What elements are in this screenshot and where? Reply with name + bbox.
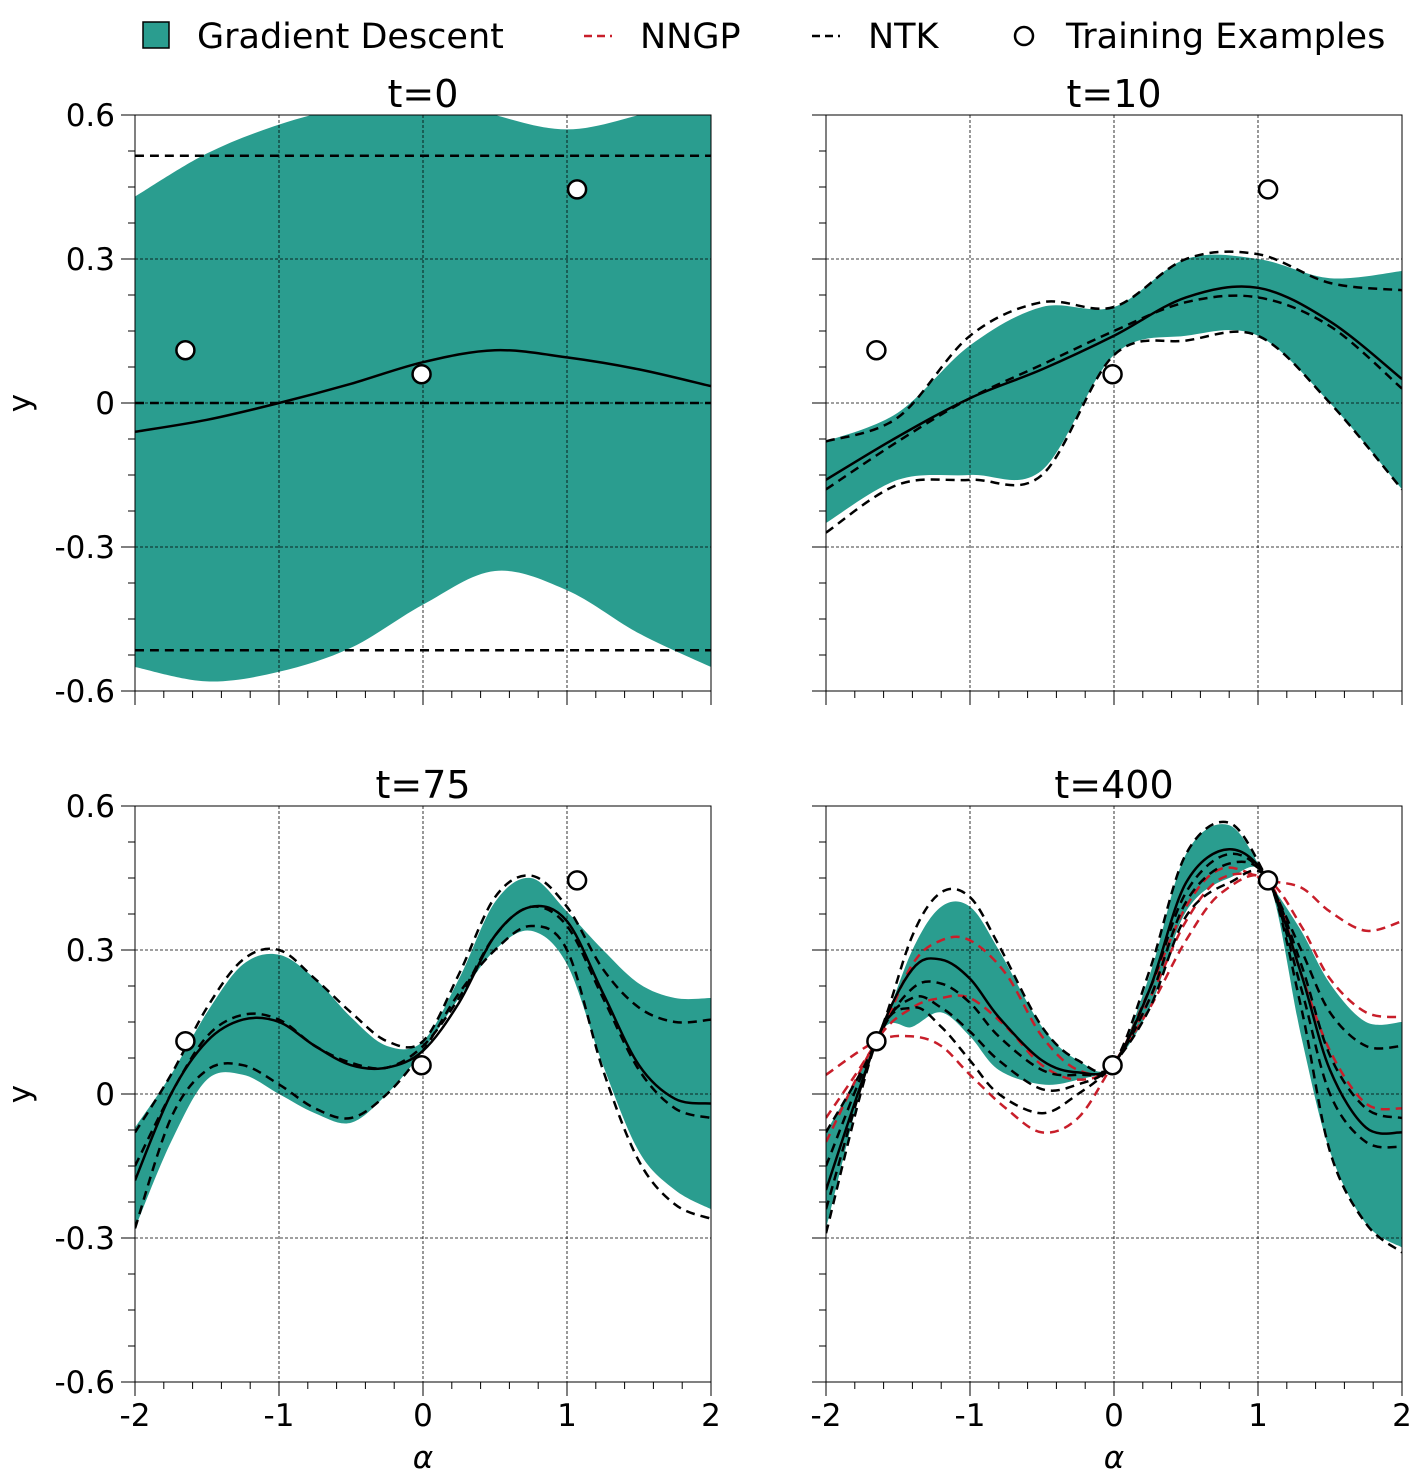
y-axis-label: y (2, 394, 38, 412)
y-tick-label: -0.6 (55, 1365, 116, 1401)
y-tick-label: -0.3 (55, 1221, 116, 1257)
panel-1: -0.6 -0.3 0 0.3 0.6 t=0 y (2, 72, 712, 710)
panel-title: t=75 (375, 763, 470, 807)
panel-4: -2 -1 0 1 2 t=400 α (811, 763, 1412, 1476)
panel-title: t=400 (1054, 763, 1173, 807)
training-point (175, 1030, 196, 1052)
training-point (411, 1054, 432, 1076)
y-tick-label: 0.6 (66, 789, 115, 825)
y-tick-label: 0.3 (66, 242, 115, 278)
nngp-band-line (826, 873, 1402, 1134)
legend-nngp-label: NNGP (640, 17, 741, 57)
training-point (1257, 870, 1279, 891)
x-tick-label: 0 (413, 1398, 433, 1434)
y-tick-label: 0 (95, 386, 115, 422)
gd-mean-line (135, 904, 711, 1181)
x-tick-label: -1 (955, 1398, 986, 1434)
plot-area (826, 115, 1402, 691)
y-tick-label: -0.6 (55, 674, 116, 710)
gd-mean-line (135, 348, 711, 434)
y-axis-label: y (2, 1085, 38, 1103)
panels: -0.6 -0.3 0 0.3 0.6 t=0 y t=10 -2 -1 0 1 2 -0.6 -0.3 0 0… (2, 72, 1412, 1476)
training-point (866, 1030, 887, 1052)
training-point (175, 339, 196, 361)
y-tick-label: 0 (95, 1077, 115, 1113)
training-point (1257, 179, 1279, 200)
panel-title: t=10 (1066, 72, 1161, 116)
ntk-band-line (826, 250, 1402, 443)
panel-title: t=0 (388, 72, 459, 116)
legend-gd-label: Gradient Descent (197, 17, 504, 57)
x-tick-label: 0 (1104, 1398, 1124, 1434)
ntk-band-line (135, 905, 711, 1167)
training-point (1102, 1054, 1123, 1076)
plot-area (826, 806, 1402, 1382)
legend-train-label: Training Examples (1065, 17, 1385, 57)
x-axis-label: α (1104, 1440, 1124, 1476)
gd-mean-line (826, 285, 1402, 481)
y-tick-label: -0.3 (55, 530, 116, 566)
x-tick-label: 1 (1248, 1398, 1268, 1434)
panel-2: t=10 (812, 72, 1403, 705)
x-tick-label: 2 (701, 1398, 721, 1434)
training-point (411, 363, 432, 385)
plot-area (135, 115, 711, 691)
training-point (566, 870, 588, 891)
ntk-band-line (135, 874, 711, 1134)
training-point (866, 339, 887, 361)
legend-gd-swatch (142, 21, 170, 49)
x-tick-label: -2 (811, 1398, 842, 1434)
legend-ntk-label: NTK (868, 17, 940, 57)
gd-band (826, 824, 1402, 1248)
ntk-band-line (135, 924, 711, 1229)
x-axis-label: α (413, 1440, 433, 1476)
y-tick-label: 0.3 (66, 933, 115, 969)
training-point (1102, 363, 1123, 385)
panel-3: -2 -1 0 1 2 -0.6 -0.3 0 0.3 0.6 t=75 y α (2, 763, 721, 1476)
x-tick-label: 1 (557, 1398, 577, 1434)
ntk-band-line (826, 852, 1402, 1167)
plot-area (135, 806, 711, 1382)
x-tick-label: -1 (264, 1398, 295, 1434)
gd-band (135, 877, 711, 1229)
x-tick-label: 2 (1392, 1398, 1412, 1434)
legend: Gradient Descent NNGP NTK Training Examp… (142, 17, 1385, 57)
x-tick-label: -2 (120, 1398, 151, 1434)
y-tick-label: 0.6 (66, 98, 115, 134)
ntk-band-line (826, 860, 1402, 1210)
training-point (566, 179, 588, 200)
legend-train-marker (1013, 25, 1035, 47)
